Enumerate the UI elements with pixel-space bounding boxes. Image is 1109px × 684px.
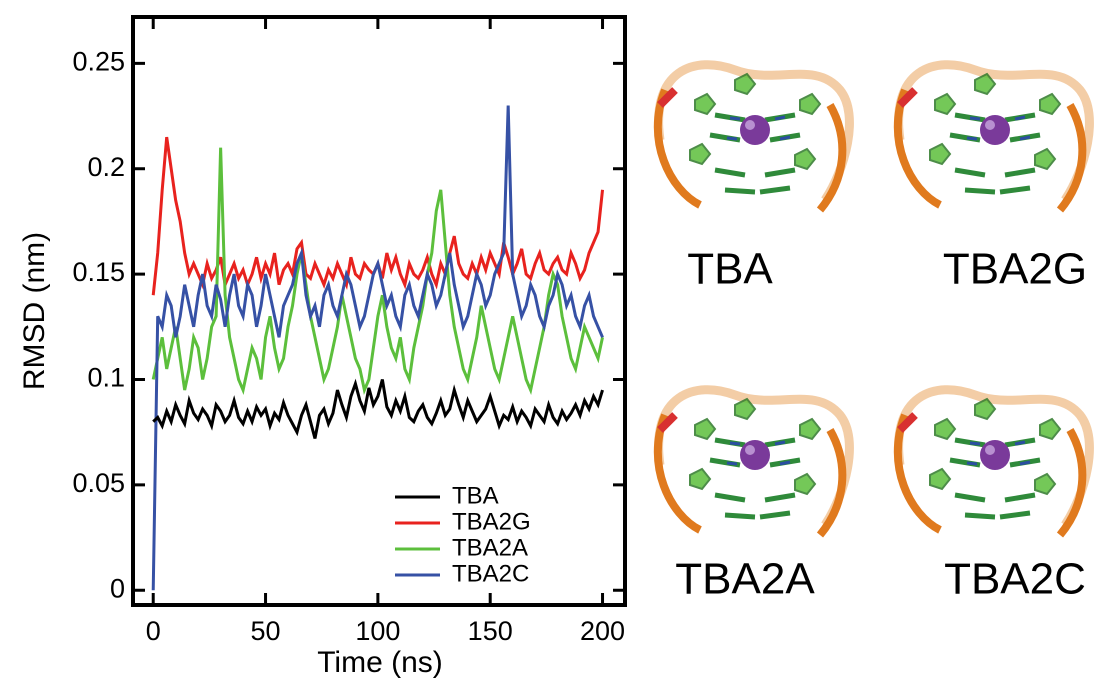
structure-image [658, 65, 850, 210]
legend-label: TBA2A [452, 534, 528, 561]
legend-label: TBA [452, 482, 499, 509]
x-tick-label: 0 [146, 616, 161, 646]
legend-label: TBA2C [452, 560, 529, 587]
panel-label: TBA2C [944, 555, 1086, 604]
data-line [152, 378, 604, 439]
x-tick-label: 100 [355, 616, 400, 646]
y-tick-label: 0 [110, 573, 125, 603]
x-tick-label: 200 [580, 616, 625, 646]
x-tick-label: 150 [468, 616, 513, 646]
structure-image [898, 65, 1090, 210]
structure-image [898, 390, 1090, 535]
x-tick-label: 50 [251, 616, 281, 646]
panel-label: TBA [687, 245, 773, 294]
y-tick-label: 0.1 [87, 363, 125, 393]
y-tick-label: 0.05 [72, 468, 125, 498]
panel-label: TBA2A [675, 555, 815, 604]
y-tick-label: 0.15 [72, 257, 125, 287]
structure-image [658, 390, 850, 535]
legend-label: TBA2G [452, 508, 531, 535]
data-line [151, 147, 604, 395]
y-tick-label: 0.2 [87, 152, 125, 182]
y-tick-label: 0.25 [72, 46, 125, 76]
x-axis-label: Time (ns) [317, 646, 443, 679]
y-axis-label: RMSD (nm) [18, 232, 51, 390]
data-line [151, 105, 604, 591]
panel-label: TBA2G [943, 245, 1087, 294]
